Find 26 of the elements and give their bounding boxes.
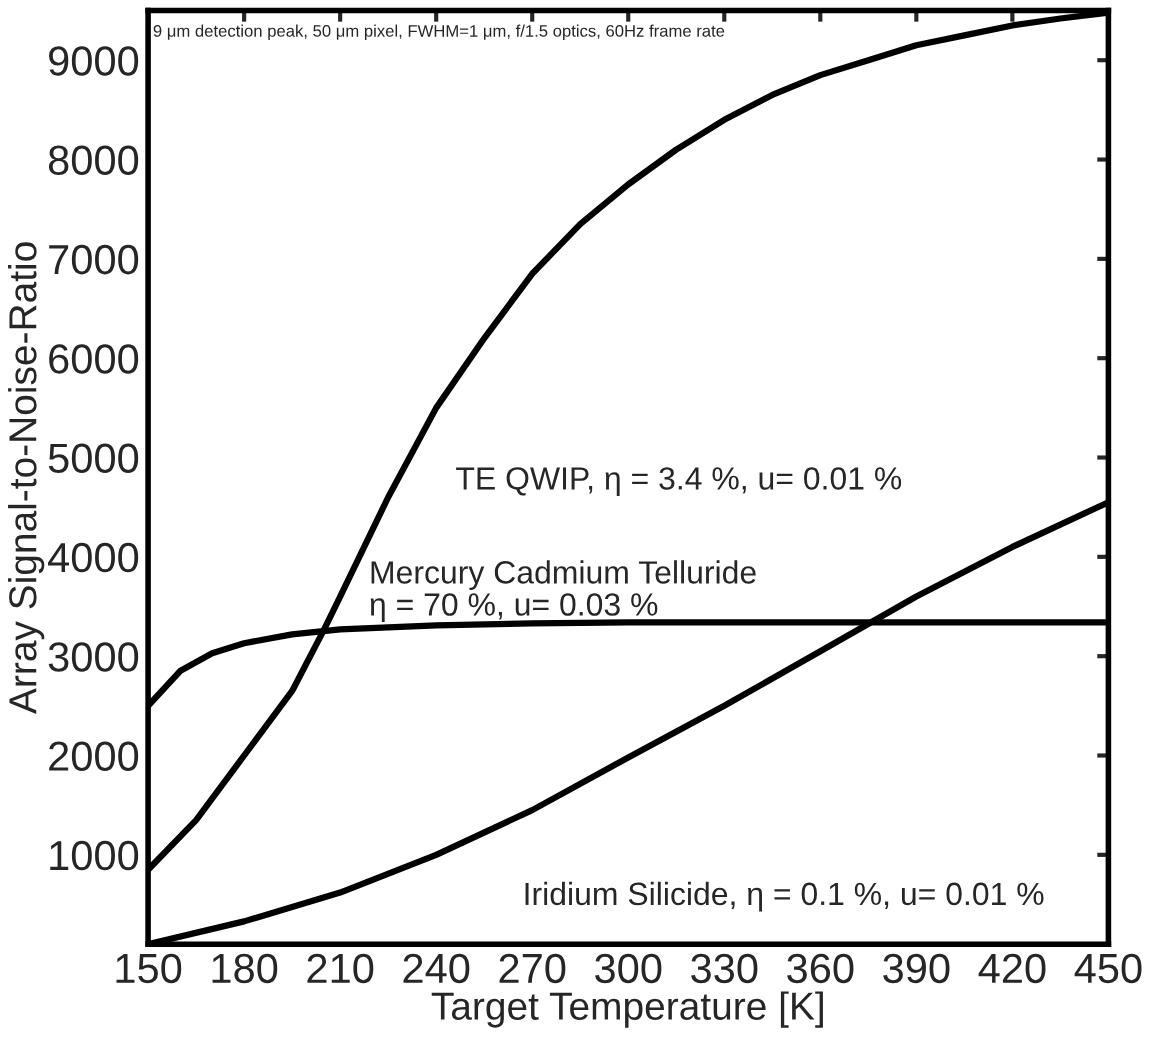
x-tick-label: 330 bbox=[691, 953, 758, 984]
x-tick-label: 390 bbox=[883, 953, 950, 984]
x-tick-label: 450 bbox=[1074, 953, 1142, 984]
y-tick-label: 4000 bbox=[48, 542, 139, 573]
x-tick-label: 360 bbox=[787, 953, 854, 984]
x-axis-title: Target Temperature [K] bbox=[431, 991, 823, 1028]
y-tick-label: 8000 bbox=[48, 145, 139, 176]
y-axis-title: Array Signal-to-Noise-Ratio bbox=[8, 242, 45, 714]
x-tick-label: 240 bbox=[403, 953, 470, 984]
x-tick-label: 300 bbox=[595, 953, 662, 984]
series-label: Iridium Silicide, η = 0.1 %, u= 0.01 % bbox=[525, 881, 1044, 912]
y-tick-label: 2000 bbox=[49, 741, 139, 772]
series-label: Mercury Cadmium Telluride η = 70 %, u= 0.03 % bbox=[370, 560, 756, 623]
y-tick-label: 1000 bbox=[50, 840, 139, 871]
x-tick-label: 210 bbox=[307, 953, 374, 984]
y-tick-label: 7000 bbox=[49, 244, 139, 275]
y-tick-label: 6000 bbox=[49, 344, 139, 374]
x-tick-label: 270 bbox=[499, 953, 566, 984]
x-tick-label: 150 bbox=[116, 953, 182, 984]
annotation: 9 μm detection peak, 50 μm pixel, FWHM=1 μm, f/1.5 optics, 60Hz frame rate bbox=[153, 24, 725, 41]
y-tick-label: 3000 bbox=[48, 642, 139, 672]
x-tick-label: 180 bbox=[212, 953, 278, 984]
y-tick-label: 9000 bbox=[49, 46, 139, 76]
y-tick-label: 5000 bbox=[48, 443, 139, 474]
series-label: TE QWIP, η = 3.4 %, u= 0.01 % bbox=[456, 467, 902, 497]
x-tick-label: 420 bbox=[978, 953, 1046, 984]
